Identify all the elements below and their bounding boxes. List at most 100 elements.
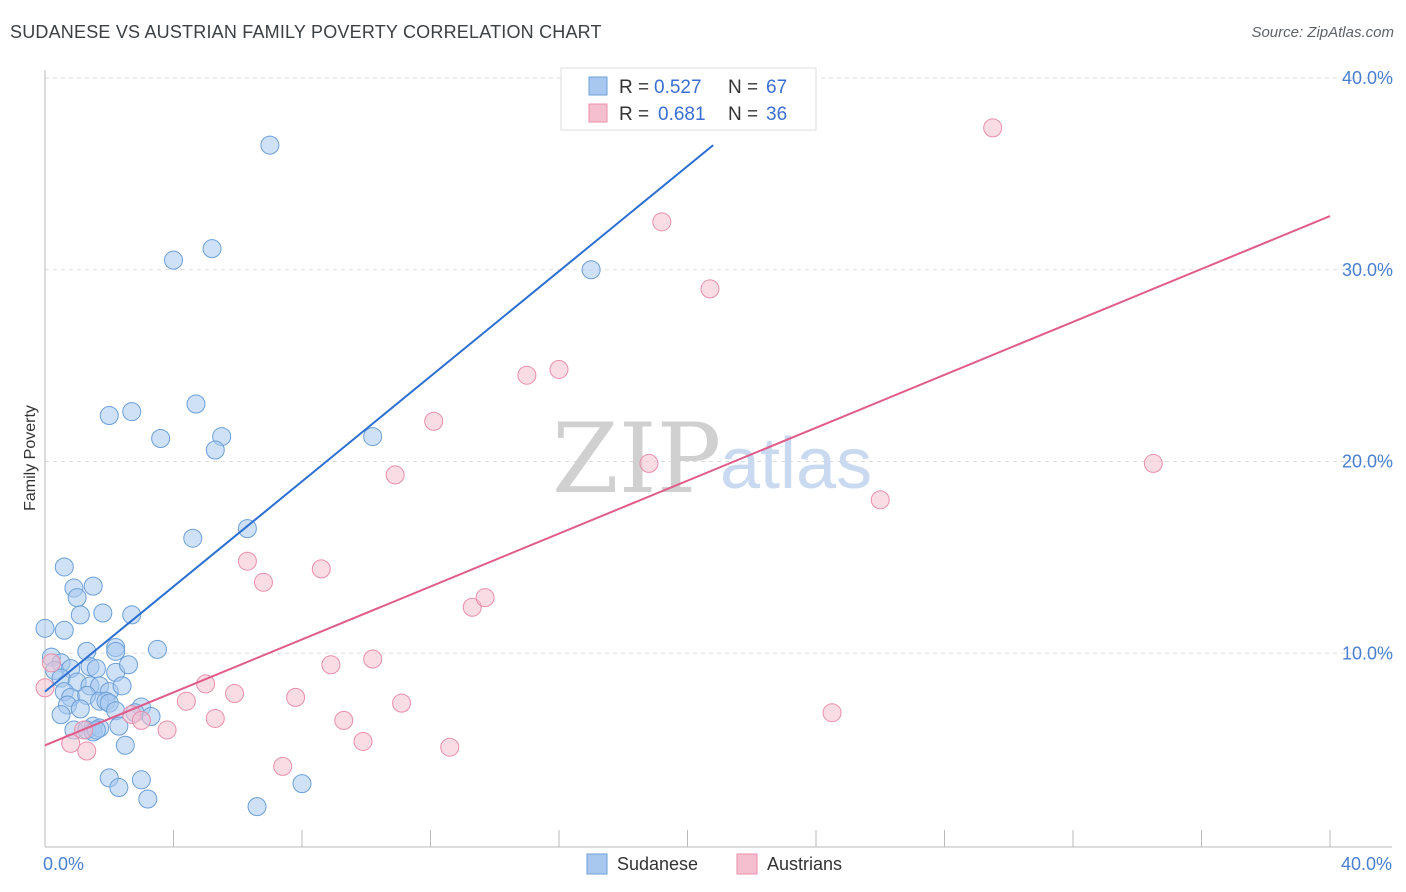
sudanese-point-25: [147, 639, 167, 659]
trend-lines: [44, 144, 1331, 747]
austrians-point-22: [392, 693, 412, 713]
bottom-legend-sudanese: Sudanese: [617, 854, 698, 874]
austrians-point-5: [424, 411, 444, 431]
austrians-point-0: [983, 118, 1003, 138]
austrians-point-3: [517, 365, 537, 385]
sudanese-point-2: [202, 239, 222, 259]
legend-swatch-sudanese: [588, 76, 608, 96]
bottom-legend: Sudanese Austrians: [586, 853, 842, 875]
sudanese-point-11: [183, 528, 203, 548]
legend-r-label-1: R =: [619, 77, 649, 98]
y-tick-label-20: 20.0%: [1342, 452, 1393, 472]
watermark-zip: ZIP: [552, 403, 721, 515]
austrians-point-9: [870, 490, 890, 510]
austrians-point-33: [440, 737, 460, 757]
sudanese-point-62: [131, 770, 151, 790]
x-tick-label-max: 40.0%: [1341, 854, 1392, 874]
y-tick-label-40: 40.0%: [1342, 68, 1393, 88]
sudanese-point-5: [122, 402, 142, 422]
austrians-point-34: [77, 741, 97, 761]
sudanese-point-3: [581, 260, 601, 280]
austrians-point-14: [475, 588, 495, 608]
austrians-point-10: [237, 551, 257, 571]
legend-n-value-2: 36: [766, 104, 787, 125]
austrians-trend-line: [44, 215, 1331, 747]
watermark-atlas: atlas: [720, 424, 872, 504]
y-tick-label-30: 30.0%: [1342, 260, 1393, 280]
sudanese-point-64: [109, 777, 129, 797]
sudanese-point-24: [106, 641, 126, 661]
x-axis-ticks: [173, 830, 1331, 847]
sudanese-point-47: [70, 699, 90, 719]
austrians-point-4: [549, 359, 569, 379]
austrians-point-27: [334, 710, 354, 730]
sudanese-point-65: [138, 789, 158, 809]
sudanese-point-1: [164, 250, 183, 270]
legend-r-label-2: R =: [619, 104, 649, 125]
austrians-point-25: [131, 710, 151, 730]
austrians-point-8: [385, 465, 405, 485]
sudanese-point-12: [237, 519, 257, 539]
sudanese-point-63: [292, 774, 312, 794]
austrians-point-12: [253, 572, 273, 592]
sudanese-point-33: [119, 655, 139, 675]
sudanese-point-15: [83, 576, 103, 596]
austrians-point-32: [353, 731, 373, 751]
legend-n-value-1: 67: [766, 77, 787, 98]
austrians-point-21: [286, 687, 306, 707]
austrians-point-7: [1143, 453, 1163, 473]
sudanese-point-13: [54, 557, 74, 577]
source-label: Source: ZipAtlas.com: [1251, 24, 1394, 41]
sudanese-point-21: [35, 618, 55, 638]
austrians-point-35: [273, 756, 293, 776]
sudanese-point-0: [260, 135, 280, 155]
legend-n-label-1: N =: [728, 77, 758, 98]
sudanese-point-16: [67, 588, 87, 608]
sudanese-point-49: [51, 705, 71, 725]
sudanese-point-9: [205, 440, 225, 460]
sudanese-points: [35, 135, 601, 817]
austrians-point-26: [205, 708, 225, 728]
legend: R = 0.527 N = 67 R = 0.681 N = 36: [560, 67, 817, 131]
sudanese-point-6: [186, 394, 206, 414]
austrians-point-20: [225, 684, 245, 704]
bottom-legend-swatch-austrians: [736, 853, 758, 875]
y-tick-label-10: 10.0%: [1342, 643, 1393, 663]
bottom-legend-swatch-sudanese: [586, 853, 608, 875]
sudanese-point-31: [86, 659, 106, 679]
y-tick-labels: 10.0% 20.0% 30.0% 40.0%: [1342, 68, 1393, 663]
austrians-point-28: [822, 703, 842, 723]
austrians-point-19: [196, 674, 216, 694]
austrians-point-2: [700, 279, 720, 299]
sudanese-point-39: [112, 676, 132, 696]
austrians-point-15: [321, 655, 341, 675]
legend-swatch-austrians: [588, 103, 608, 123]
sudanese-point-20: [122, 605, 142, 625]
legend-n-label-2: N =: [728, 104, 758, 125]
x-tick-label-min: 0.0%: [43, 854, 84, 874]
bottom-legend-austrians: Austrians: [767, 854, 842, 874]
sudanese-point-17: [54, 620, 74, 640]
austrians-point-17: [41, 653, 61, 673]
sudanese-point-66: [247, 797, 267, 817]
austrians-point-30: [157, 720, 177, 740]
sudanese-point-59: [115, 735, 135, 755]
austrians-point-18: [35, 678, 55, 698]
legend-r-value-1: 0.527: [654, 77, 702, 98]
austrians-point-23: [176, 691, 196, 711]
legend-r-value-2: 0.681: [658, 104, 706, 125]
sudanese-point-19: [93, 603, 113, 623]
y-axis-label: Family Poverty: [22, 405, 39, 511]
austrians-point-11: [311, 559, 331, 579]
sudanese-point-18: [70, 605, 90, 625]
austrians-point-1: [652, 212, 672, 232]
sudanese-point-7: [151, 428, 171, 448]
sudanese-point-54: [109, 716, 129, 736]
sudanese-point-10: [363, 427, 383, 447]
sudanese-trend-line: [44, 144, 714, 693]
austrians-point-16: [363, 649, 383, 669]
austrians-point-6: [639, 453, 659, 473]
chart-title: SUDANESE VS AUSTRIAN FAMILY POVERTY CORR…: [10, 22, 602, 42]
austrians-point-13: [462, 597, 482, 617]
